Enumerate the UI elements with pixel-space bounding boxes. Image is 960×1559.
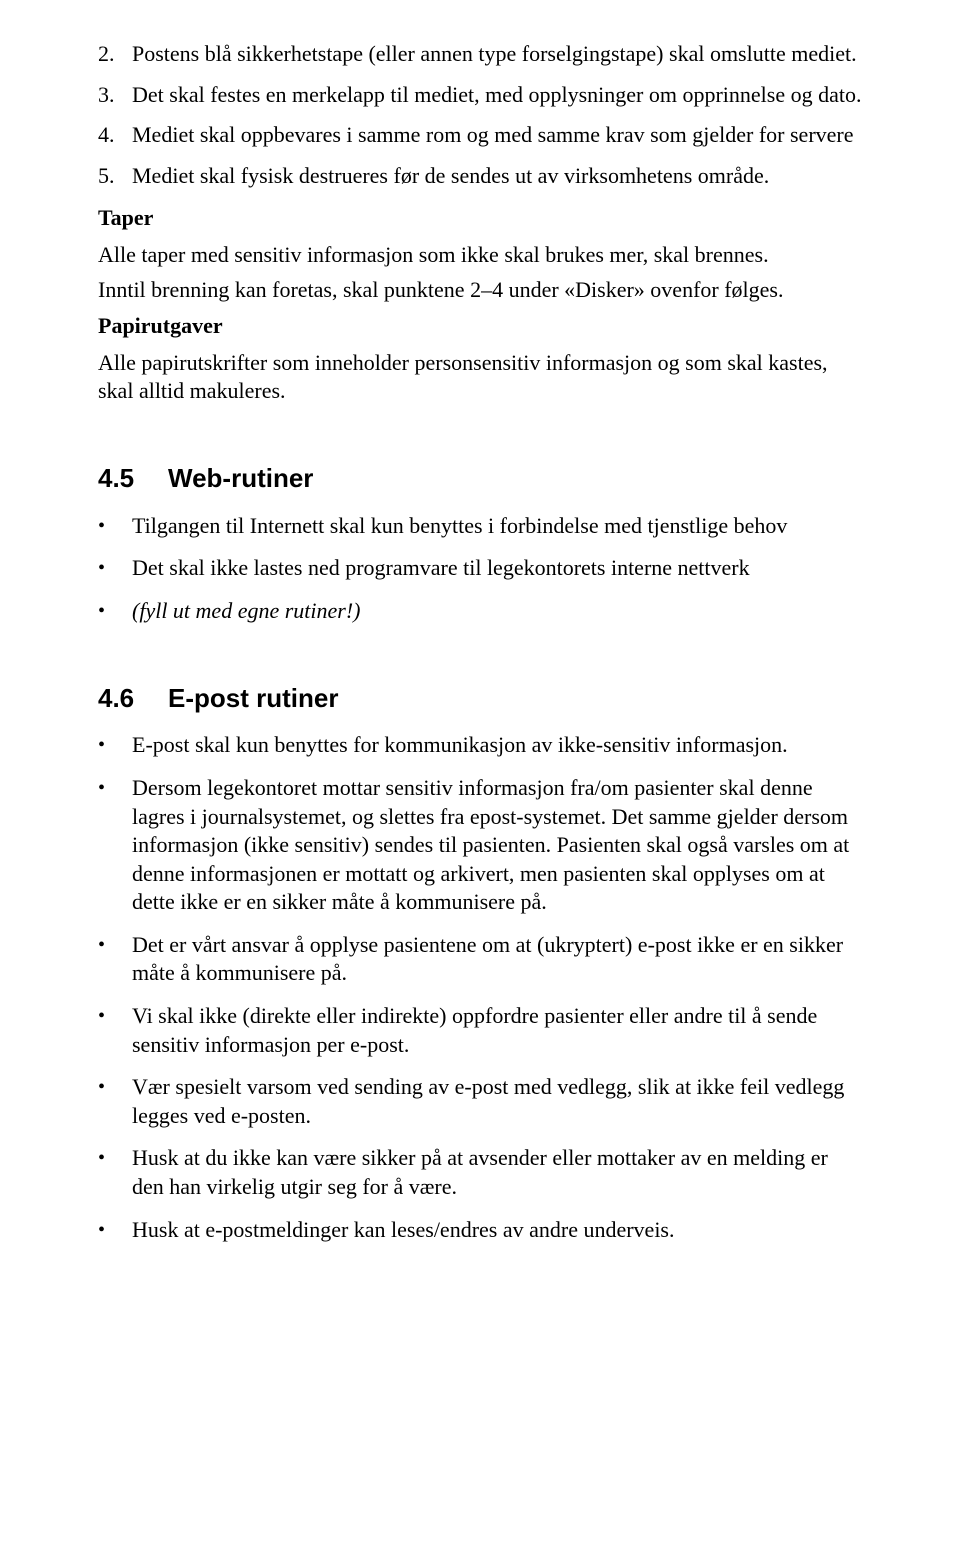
item-number: 5.	[98, 162, 132, 191]
section-4-6-heading: 4.6E-post rutiner	[98, 682, 862, 716]
item-text: Vær spesielt varsom ved sending av e-pos…	[132, 1073, 862, 1130]
list-item: 4. Mediet skal oppbevares i samme rom og…	[98, 121, 862, 150]
item-text: Mediet skal oppbevares i samme rom og me…	[132, 121, 862, 150]
item-text: Det skal ikke lastes ned programvare til…	[132, 554, 862, 583]
section-number: 4.6	[98, 682, 168, 716]
item-text: Mediet skal fysisk destrueres før de sen…	[132, 162, 862, 191]
item-text: (fyll ut med egne rutiner!)	[132, 597, 862, 626]
numbered-list: 2. Postens blå sikkerhetstape (eller ann…	[98, 40, 862, 190]
item-text: Husk at e-postmeldinger kan leses/endres…	[132, 1216, 862, 1245]
list-item: 2. Postens blå sikkerhetstape (eller ann…	[98, 40, 862, 69]
bullet-icon: •	[98, 554, 132, 583]
bullet-icon: •	[98, 1144, 132, 1201]
papir-paragraph: Alle papirutskrifter som inneholder pers…	[98, 349, 862, 406]
item-text: Det er vårt ansvar å opplyse pasientene …	[132, 931, 862, 988]
section-4-6-list: • E-post skal kun benyttes for kommunika…	[98, 731, 862, 1244]
list-item: • Husk at du ikke kan være sikker på at …	[98, 1144, 862, 1201]
list-item: 5. Mediet skal fysisk destrueres før de …	[98, 162, 862, 191]
taper-paragraph-2: Inntil brenning kan foretas, skal punkte…	[98, 276, 862, 305]
item-text: Dersom legekontoret mottar sensitiv info…	[132, 774, 862, 917]
list-item: • E-post skal kun benyttes for kommunika…	[98, 731, 862, 760]
bullet-icon: •	[98, 931, 132, 988]
bullet-icon: •	[98, 512, 132, 541]
section-4-5-list: • Tilgangen til Internett skal kun benyt…	[98, 512, 862, 626]
list-item: • Vi skal ikke (direkte eller indirekte)…	[98, 1002, 862, 1059]
item-text: Postens blå sikkerhetstape (eller annen …	[132, 40, 862, 69]
bullet-icon: •	[98, 1073, 132, 1130]
list-item: 3. Det skal festes en merkelapp til medi…	[98, 81, 862, 110]
item-text: Tilgangen til Internett skal kun benytte…	[132, 512, 862, 541]
list-item: • Vær spesielt varsom ved sending av e-p…	[98, 1073, 862, 1130]
item-text: E-post skal kun benyttes for kommunikasj…	[132, 731, 862, 760]
papir-heading: Papirutgaver	[98, 312, 862, 341]
item-text: Vi skal ikke (direkte eller indirekte) o…	[132, 1002, 862, 1059]
bullet-icon: •	[98, 774, 132, 917]
item-text: Det skal festes en merkelapp til mediet,…	[132, 81, 862, 110]
section-number: 4.5	[98, 462, 168, 496]
list-item: • Det er vårt ansvar å opplyse pasienten…	[98, 931, 862, 988]
item-text: Husk at du ikke kan være sikker på at av…	[132, 1144, 862, 1201]
list-item: • Husk at e-postmeldinger kan leses/endr…	[98, 1216, 862, 1245]
bullet-icon: •	[98, 731, 132, 760]
list-item: • Tilgangen til Internett skal kun benyt…	[98, 512, 862, 541]
bullet-icon: •	[98, 1002, 132, 1059]
taper-paragraph-1: Alle taper med sensitiv informasjon som …	[98, 241, 862, 270]
section-title: E-post rutiner	[168, 683, 338, 713]
list-item: • (fyll ut med egne rutiner!)	[98, 597, 862, 626]
section-title: Web-rutiner	[168, 463, 313, 493]
section-4-5-heading: 4.5Web-rutiner	[98, 462, 862, 496]
list-item: • Dersom legekontoret mottar sensitiv in…	[98, 774, 862, 917]
item-number: 4.	[98, 121, 132, 150]
bullet-icon: •	[98, 597, 132, 626]
taper-heading: Taper	[98, 204, 862, 233]
bullet-icon: •	[98, 1216, 132, 1245]
item-number: 2.	[98, 40, 132, 69]
item-number: 3.	[98, 81, 132, 110]
list-item: • Det skal ikke lastes ned programvare t…	[98, 554, 862, 583]
